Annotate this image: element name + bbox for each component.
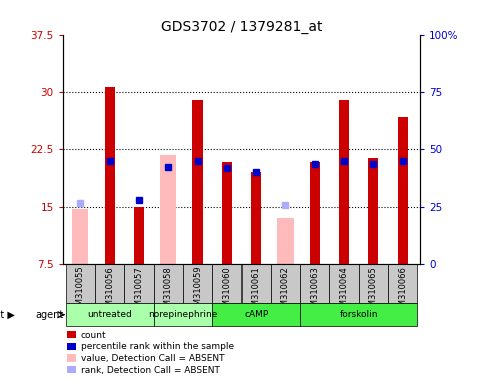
Text: GSM310065: GSM310065 xyxy=(369,266,378,316)
Bar xyxy=(134,207,144,264)
Bar xyxy=(359,264,388,303)
Bar xyxy=(300,303,417,326)
Bar xyxy=(212,264,242,303)
Bar xyxy=(124,264,154,303)
Bar xyxy=(398,117,408,264)
Bar xyxy=(72,209,88,264)
Bar xyxy=(222,162,232,264)
Text: GSM310057: GSM310057 xyxy=(134,266,143,316)
Text: GSM310064: GSM310064 xyxy=(340,266,349,316)
Text: GSM310066: GSM310066 xyxy=(398,266,407,317)
Text: GSM310059: GSM310059 xyxy=(193,266,202,316)
Bar xyxy=(212,303,300,326)
Bar xyxy=(329,264,359,303)
Text: norepinephrine: norepinephrine xyxy=(148,310,218,319)
Bar xyxy=(251,172,261,264)
Text: GSM310062: GSM310062 xyxy=(281,266,290,316)
Text: GSM310055: GSM310055 xyxy=(76,266,85,316)
Text: agent ▶: agent ▶ xyxy=(0,310,14,320)
Legend: count, percentile rank within the sample, value, Detection Call = ABSENT, rank, : count, percentile rank within the sample… xyxy=(67,331,234,375)
Bar xyxy=(368,158,379,264)
Bar xyxy=(388,264,417,303)
Bar xyxy=(95,264,124,303)
Bar xyxy=(277,218,294,264)
Bar xyxy=(242,264,271,303)
Text: GSM310056: GSM310056 xyxy=(105,266,114,316)
Bar xyxy=(154,303,212,326)
Bar xyxy=(300,264,329,303)
Text: GSM310063: GSM310063 xyxy=(310,266,319,317)
Bar xyxy=(104,86,115,264)
Bar xyxy=(66,303,154,326)
Text: GSM310058: GSM310058 xyxy=(164,266,173,316)
Bar xyxy=(160,154,176,264)
Bar xyxy=(183,264,212,303)
Text: cAMP: cAMP xyxy=(244,310,268,319)
Text: GSM310061: GSM310061 xyxy=(252,266,261,316)
Bar xyxy=(271,264,300,303)
Text: GSM310060: GSM310060 xyxy=(222,266,231,316)
Title: GDS3702 / 1379281_at: GDS3702 / 1379281_at xyxy=(161,20,322,33)
Bar xyxy=(192,100,203,264)
Bar xyxy=(66,264,95,303)
Text: forskolin: forskolin xyxy=(340,310,378,319)
Bar xyxy=(154,264,183,303)
Bar xyxy=(310,162,320,264)
Text: agent: agent xyxy=(35,310,63,320)
Bar xyxy=(339,100,349,264)
Text: untreated: untreated xyxy=(87,310,132,319)
